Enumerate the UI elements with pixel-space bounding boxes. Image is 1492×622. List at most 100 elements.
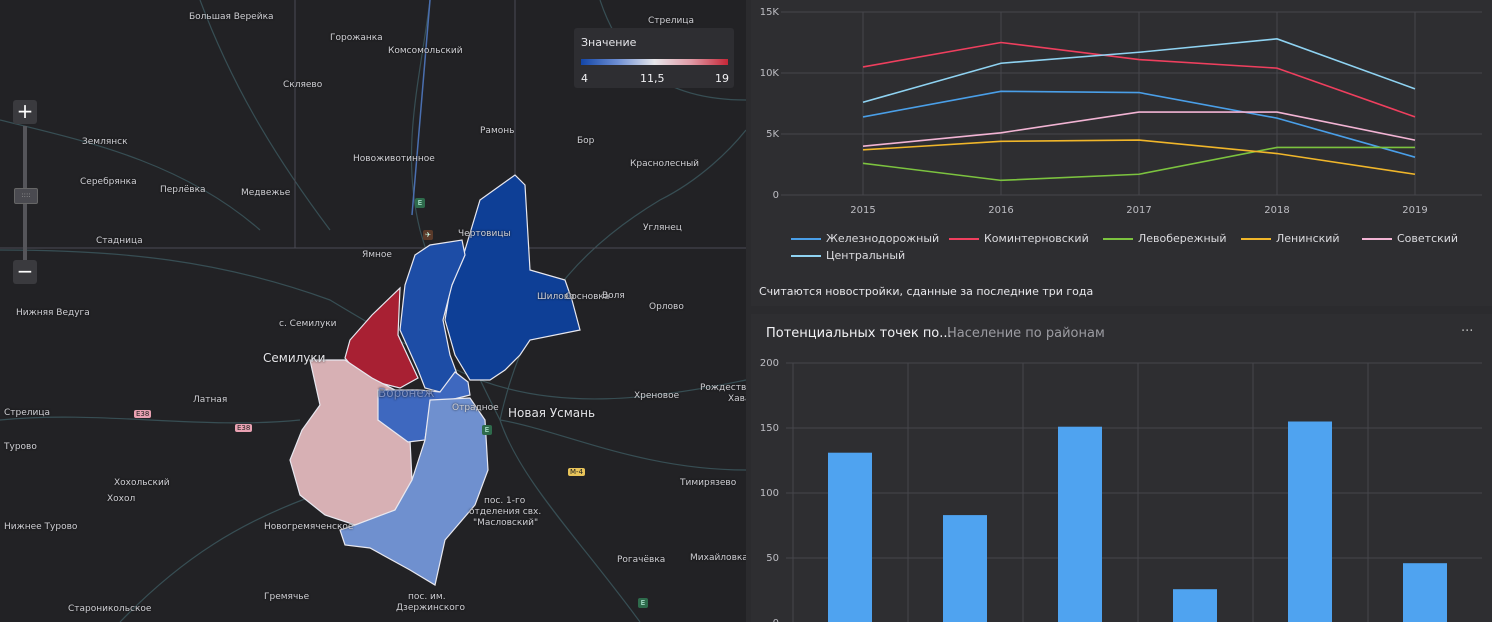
- more-menu-icon[interactable]: ···: [1461, 324, 1474, 339]
- bar-chart[interactable]: 0 50 100 150 200: [751, 314, 1492, 622]
- x-tick-label: 2018: [1264, 205, 1289, 216]
- line-chart[interactable]: 0 5K 10K 15K 2015 2016 2017 2018 2019: [751, 0, 1492, 240]
- legend-label: Левобережный: [1138, 232, 1227, 245]
- tab-potential-points[interactable]: Потенциальных точек по...: [766, 326, 952, 341]
- x-tick-label: 2016: [988, 205, 1013, 216]
- place-label: Нижнее Турово: [4, 522, 78, 532]
- legend-label: Центральный: [826, 249, 906, 262]
- zoom-in-button[interactable]: +: [13, 100, 37, 124]
- y-tick-label: 0: [773, 618, 779, 622]
- bar[interactable]: [1173, 589, 1217, 622]
- road-badge: E38: [235, 424, 253, 432]
- place-label: Хава: [728, 394, 746, 404]
- place-label: Нижняя Ведуга: [16, 308, 90, 318]
- place-label: Рогачёвка: [617, 555, 666, 565]
- legend-item-kominternovsky[interactable]: Коминтерновский: [949, 232, 1089, 245]
- place-label: Новоживотинное: [353, 154, 435, 164]
- y-tick-label: 5K: [766, 129, 779, 140]
- legend-label: Ленинский: [1276, 232, 1340, 245]
- place-label: Горожанка: [330, 33, 383, 43]
- place-label: Перлёвка: [160, 185, 206, 195]
- place-label: Новогремяченское: [264, 522, 354, 532]
- place-label: отделения свх.: [469, 507, 542, 517]
- place-label: Хреновое: [634, 391, 680, 401]
- bar[interactable]: [1403, 563, 1447, 622]
- place-label: Семилуки: [263, 351, 326, 365]
- district-kominternovsky[interactable]: [399, 239, 466, 393]
- place-label: Землянск: [82, 137, 128, 147]
- place-label: пос. им.: [408, 592, 446, 602]
- road-marker-icon: E: [415, 198, 425, 208]
- place-label: Михайловка: [690, 553, 746, 563]
- y-tick-label: 200: [760, 358, 779, 369]
- place-label: пос. 1-го: [484, 496, 526, 506]
- legend-swatch: [1103, 238, 1133, 240]
- place-label: Скляево: [283, 80, 323, 90]
- place-label: Бор: [577, 136, 595, 146]
- tab-population-by-district[interactable]: Население по районам: [947, 326, 1105, 341]
- place-label: Стрелица: [4, 408, 51, 418]
- series-line[interactable]: [862, 90, 1416, 158]
- place-label: Турово: [4, 442, 37, 452]
- place-label: Воля: [602, 291, 625, 301]
- bar-chart-panel: 0 50 100 150 200 Потенциальных точек по... Н…: [751, 314, 1492, 622]
- place-label: Краснолесный: [630, 159, 700, 169]
- place-label: Дзержинского: [396, 603, 466, 613]
- place-label: Сосновка: [565, 292, 610, 302]
- place-label: Рождество: [700, 383, 746, 393]
- series-line[interactable]: [862, 146, 1415, 182]
- place-label: Серебрянка: [80, 177, 137, 187]
- legend-max: 19: [715, 72, 729, 85]
- district-zheleznodorozhny[interactable]: [444, 174, 581, 381]
- y-tick-label: 0: [773, 190, 779, 201]
- road-badge: M-4: [568, 468, 586, 476]
- legend-swatch: [949, 238, 979, 240]
- place-label: "Масловский": [473, 518, 539, 528]
- road-marker-icon: E: [638, 598, 648, 608]
- legend-swatch: [791, 238, 821, 240]
- y-tick-label: 10K: [760, 68, 780, 79]
- road-badge: E38: [134, 410, 152, 418]
- place-label: Шилово: [537, 292, 575, 302]
- series-line[interactable]: [862, 139, 1416, 176]
- legend-title: Значение: [581, 36, 637, 49]
- legend-item-zheleznodorozhny[interactable]: Железнодорожный: [791, 232, 939, 245]
- bar[interactable]: [943, 515, 987, 622]
- bar[interactable]: [1288, 421, 1332, 622]
- series-line[interactable]: [862, 111, 1416, 147]
- bar[interactable]: [1058, 426, 1102, 622]
- legend-item-levoberezhny[interactable]: Левобережный: [1103, 232, 1227, 245]
- district-tsentralny[interactable]: [339, 397, 489, 586]
- legend-item-tsentralny[interactable]: Центральный: [791, 249, 905, 262]
- legend-item-sovetsky[interactable]: Советский: [1362, 232, 1458, 245]
- place-label: Большая Верейка: [189, 12, 274, 22]
- x-tick-label: 2019: [1402, 205, 1427, 216]
- place-label: Новая Усмань: [508, 406, 596, 420]
- zoom-slider-handle[interactable]: ::::: [14, 188, 38, 204]
- river-don: [411, 0, 431, 216]
- y-tick-label: 150: [760, 423, 779, 434]
- legend-min: 4: [581, 72, 588, 85]
- series-line[interactable]: [862, 38, 1416, 104]
- legend-swatch: [791, 255, 821, 257]
- bar[interactable]: [828, 452, 872, 622]
- place-label: Хохол: [107, 494, 136, 504]
- series-line[interactable]: [862, 41, 1416, 118]
- legend-label: Советский: [1397, 232, 1459, 245]
- place-label: Орлово: [649, 302, 684, 312]
- legend-swatch: [1241, 238, 1271, 240]
- zoom-out-button[interactable]: −: [13, 260, 37, 284]
- zoom-control[interactable]: + :::: −: [13, 100, 38, 286]
- legend-item-leninsky[interactable]: Ленинский: [1241, 232, 1340, 245]
- place-label: Староникольское: [68, 604, 152, 614]
- choropleth-map[interactable]: Большая Верейка Горожанка Комсомольский …: [0, 0, 746, 622]
- place-label: Стрелица: [648, 16, 695, 26]
- place-label: Углянец: [643, 223, 682, 233]
- map-canvas[interactable]: [0, 0, 746, 622]
- district-levoberezhny[interactable]: [377, 371, 471, 443]
- place-label: с. Семилуки: [279, 319, 337, 329]
- place-label: Стадница: [96, 236, 143, 246]
- legend-color-scale: [581, 59, 728, 65]
- legend-label: Железнодорожный: [826, 232, 940, 245]
- legend-swatch: [1362, 238, 1392, 240]
